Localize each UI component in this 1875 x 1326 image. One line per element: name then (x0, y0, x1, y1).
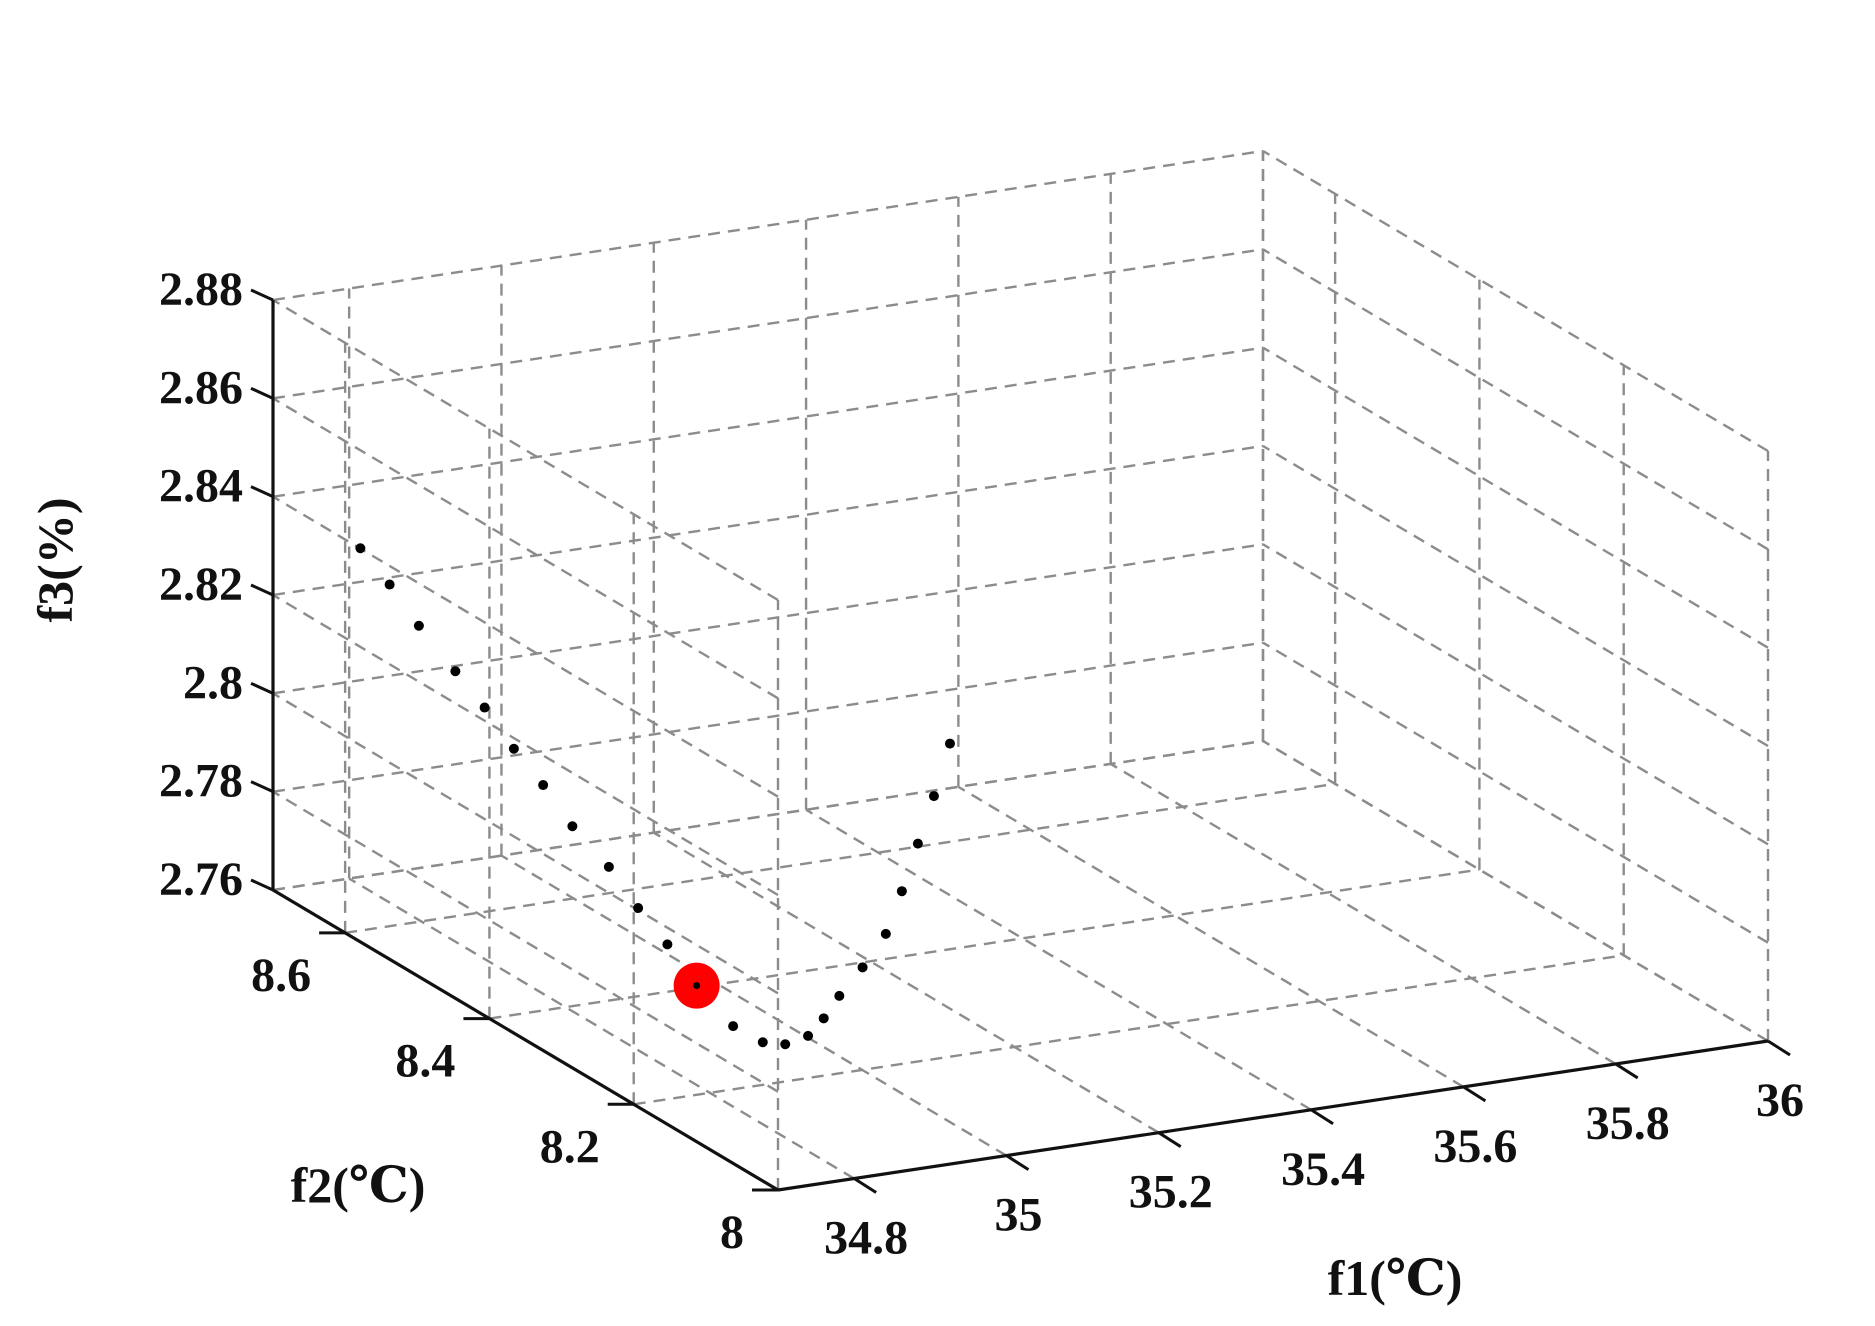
x-tick-label: 35.2 (1129, 1166, 1213, 1219)
y-axis-label: f2(℃) (291, 1157, 426, 1213)
data-points (355, 543, 955, 1050)
data-point (928, 791, 939, 802)
grid-line (1262, 346, 1769, 649)
grid-line (272, 397, 779, 700)
x-tick (1767, 1039, 1791, 1057)
x-tick (853, 1177, 877, 1194)
grid-line (272, 641, 1264, 793)
x-tick (1614, 1062, 1639, 1080)
grid-line (1110, 762, 1617, 1065)
grid-line (957, 785, 1464, 1088)
data-point (834, 990, 845, 1001)
data-point (567, 821, 578, 832)
grid-line (1262, 149, 1769, 453)
z-tick-label: 2.86 (159, 361, 243, 414)
grid-line (272, 298, 779, 602)
x-axis-line (777, 1039, 1769, 1192)
axes (250, 288, 1791, 1194)
x-tick (1157, 1131, 1182, 1148)
z-tick (250, 386, 274, 400)
z-tick-label: 2.88 (159, 263, 243, 316)
grid-line (1262, 543, 1769, 846)
z-tick (250, 583, 274, 597)
data-point (880, 928, 891, 939)
data-point (896, 886, 907, 897)
y-tick-label: 8 (720, 1206, 744, 1259)
grid-lines (271, 149, 1770, 1192)
grid-line (272, 543, 1264, 695)
x-tick-label: 35.6 (1433, 1120, 1517, 1173)
z-tick (250, 878, 274, 892)
data-point (384, 579, 395, 590)
grid-line (805, 808, 1312, 1111)
grid-line (344, 782, 1336, 935)
grid-line (489, 868, 1480, 1020)
data-point (355, 543, 366, 554)
data-point (757, 1037, 768, 1048)
data-point (450, 666, 461, 677)
x-axis-label: f1(℃) (1328, 1250, 1463, 1306)
z-axis-label: f3(%) (27, 498, 83, 623)
x-tick-label: 35 (994, 1189, 1042, 1242)
grid-line (272, 790, 779, 1093)
grid-line (1262, 444, 1769, 748)
z-tick (250, 681, 274, 695)
grid-line (653, 831, 1160, 1134)
data-point (857, 962, 868, 973)
data-point (728, 1021, 739, 1032)
data-point (803, 1030, 814, 1041)
z-tick (250, 288, 274, 302)
data-point (912, 838, 923, 849)
data-point (818, 1013, 829, 1024)
z-tick-label: 2.78 (159, 755, 243, 808)
z-tick-label: 2.76 (159, 853, 243, 906)
grid-line (272, 692, 779, 995)
grid-line (1262, 248, 1769, 551)
y-tick-label: 8.4 (395, 1035, 455, 1088)
grid-line (1262, 739, 1769, 1043)
x-tick (1462, 1085, 1487, 1103)
x-tick-label: 34.8 (824, 1212, 908, 1265)
data-point (633, 903, 644, 914)
grid-line (500, 854, 1008, 1157)
data-point (693, 982, 701, 990)
y-tick-label: 8.2 (540, 1120, 600, 1173)
axis-labels: f1(℃) f2(℃) f3(%) 34.8 35 35.2 35.4 35.6 35.8… (27, 263, 1804, 1306)
data-point (508, 743, 519, 754)
z-tick-label: 2.82 (159, 558, 243, 611)
x-tick-label: 36 (1756, 1074, 1804, 1127)
z-tick-label: 2.84 (159, 460, 243, 513)
data-point (603, 861, 614, 872)
data-point (479, 702, 490, 713)
grid-line (348, 877, 855, 1180)
x-tick-label: 35.4 (1281, 1143, 1365, 1196)
grid-line (633, 954, 1624, 1106)
x-tick-label: 35.8 (1586, 1097, 1670, 1150)
y-axis-line (272, 888, 779, 1192)
grid-line (272, 739, 1264, 892)
x-tick (1005, 1154, 1030, 1171)
data-point (944, 738, 955, 749)
z-tick (250, 780, 274, 794)
data-point (780, 1039, 791, 1050)
grid-line (272, 444, 1264, 597)
z-tick-label: 2.8 (183, 656, 243, 709)
data-point (538, 780, 549, 791)
grid-line (1262, 641, 1769, 944)
data-point (413, 620, 424, 631)
x-tick (1310, 1108, 1334, 1126)
y-tick-label: 8.6 (251, 949, 311, 1002)
grid-line (272, 149, 1264, 302)
grid-line (272, 593, 779, 897)
grid-line (272, 346, 1264, 498)
grid-line (272, 248, 1264, 400)
data-point (662, 939, 673, 950)
z-tick (250, 485, 274, 499)
